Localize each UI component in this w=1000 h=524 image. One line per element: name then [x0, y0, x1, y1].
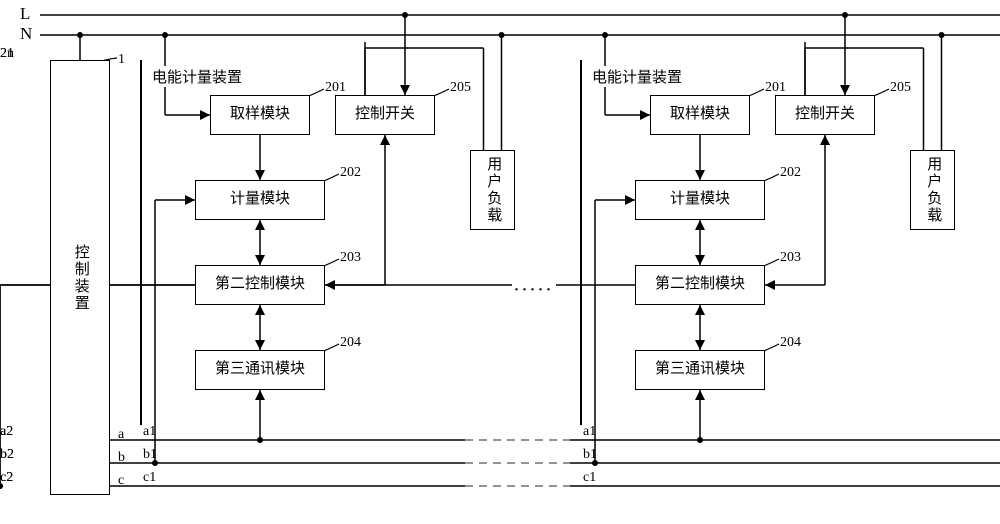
bus-c2: c2 [0, 471, 13, 485]
user-load-label: 用户负载 [923, 156, 943, 224]
second-control-module: 第二控制模块 [195, 265, 325, 305]
sampling-module: 取样模块 [650, 95, 750, 135]
energy-meter-device [580, 60, 582, 425]
control-device-label: 控制装置 [70, 244, 90, 312]
user-load: 用户负载 [470, 150, 515, 230]
bus-b2: b2 [0, 448, 14, 462]
device-tag: 2n [0, 47, 14, 61]
metering-module: 计量模块 [635, 180, 765, 220]
energy-meter-device [140, 60, 142, 425]
module-tag: 202 [340, 166, 361, 180]
module-tag: 203 [780, 251, 801, 265]
bus-b-label: b [118, 451, 125, 465]
module-tag: 201 [765, 81, 786, 95]
n-wire-label: N [20, 24, 32, 44]
user-load: 用户负载 [910, 150, 955, 230]
module-tag: 202 [780, 166, 801, 180]
bus-c1: c1 [143, 471, 156, 485]
module-tag: 205 [450, 81, 471, 95]
user-load-label: 用户负载 [483, 156, 503, 224]
bus-b1: b1 [583, 448, 597, 462]
bus-a-label: a [118, 428, 124, 442]
metering-module: 计量模块 [195, 180, 325, 220]
device-title: 电能计量装置 [590, 66, 684, 87]
ellipsis: ····· [512, 282, 556, 299]
bus-a1: a1 [143, 425, 156, 439]
control-device-tag: 1 [118, 53, 125, 67]
module-tag: 201 [325, 81, 346, 95]
module-tag: 205 [890, 81, 911, 95]
second-control-module: 第二控制模块 [635, 265, 765, 305]
module-tag: 203 [340, 251, 361, 265]
control-device: 控制装置 [50, 60, 110, 495]
device-title: 电能计量装置 [150, 66, 244, 87]
bus-c-label: c [118, 474, 124, 488]
control-switch: 控制开关 [335, 95, 435, 135]
l-wire-label: L [20, 4, 30, 24]
bus-b1: b1 [143, 448, 157, 462]
sampling-module: 取样模块 [210, 95, 310, 135]
bus-c1: c1 [583, 471, 596, 485]
module-tag: 204 [780, 336, 801, 350]
bus-a2: a2 [0, 425, 13, 439]
third-comm-module: 第三通讯模块 [195, 350, 325, 390]
bus-a1: a1 [583, 425, 596, 439]
control-switch: 控制开关 [775, 95, 875, 135]
module-tag: 204 [340, 336, 361, 350]
third-comm-module: 第三通讯模块 [635, 350, 765, 390]
